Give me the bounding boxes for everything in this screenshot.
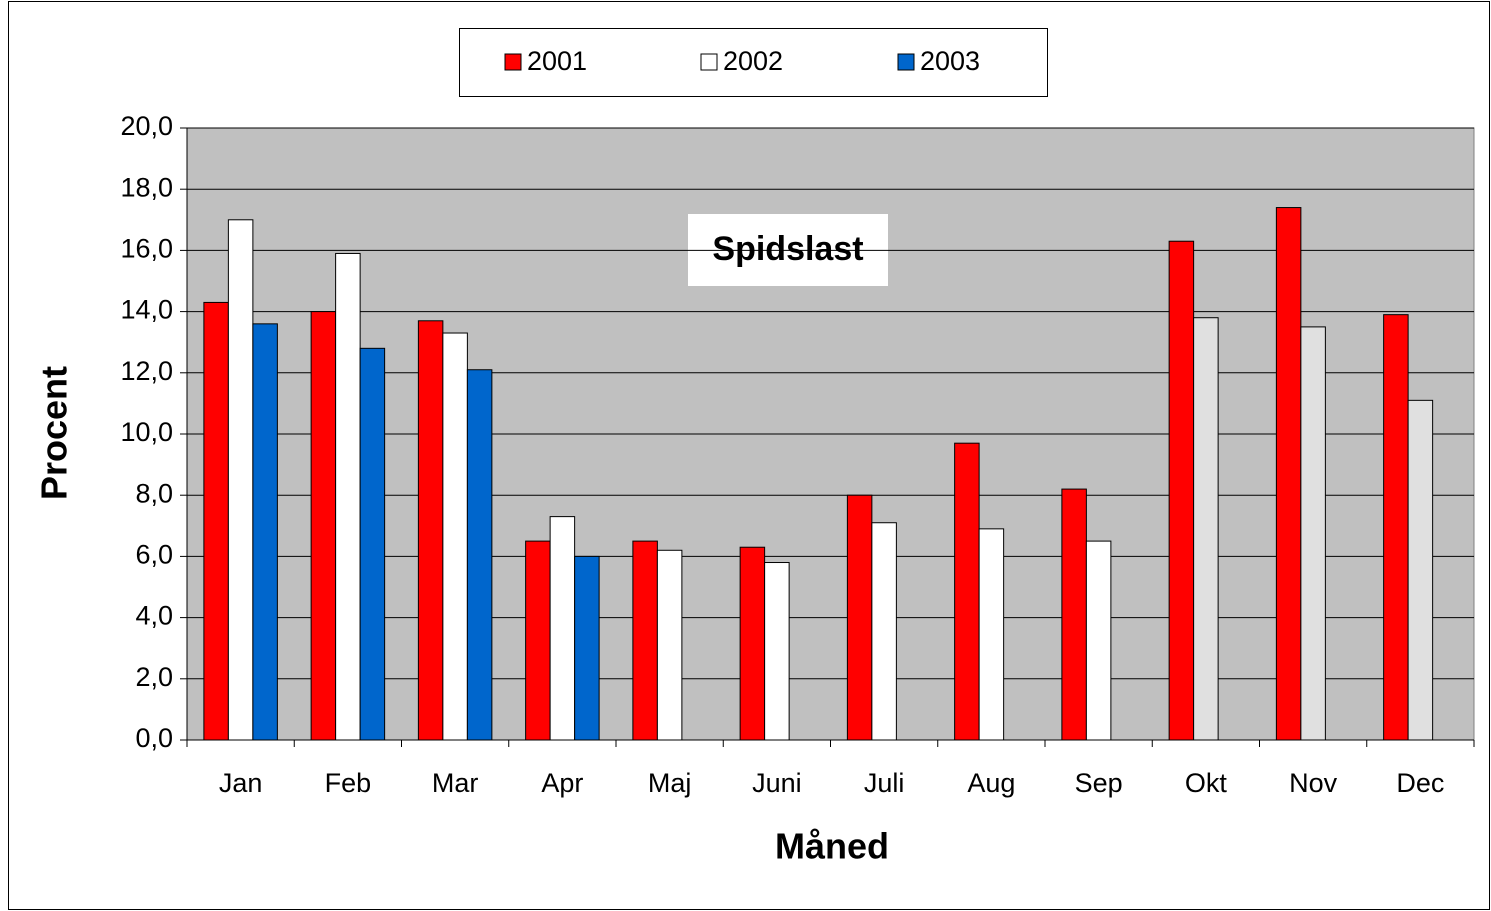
- bar: [466, 369, 493, 741]
- legend-swatch: [504, 53, 522, 71]
- bar: [442, 332, 468, 741]
- bar: [1275, 207, 1302, 741]
- bar: [1168, 240, 1195, 741]
- bar: [764, 562, 790, 741]
- bar: [1193, 317, 1219, 741]
- bar: [227, 219, 254, 741]
- bar: [525, 540, 551, 741]
- y-tick-label: 10,0: [120, 417, 173, 447]
- bar: [203, 301, 229, 741]
- legend-label: 2003: [920, 46, 980, 76]
- bar: [335, 252, 361, 741]
- bar: [574, 555, 600, 741]
- bar: [1085, 540, 1112, 741]
- y-tick-label: 4,0: [135, 601, 173, 631]
- bar: [871, 522, 897, 741]
- y-tick-label: 6,0: [135, 540, 173, 570]
- x-tick-label: Maj: [648, 768, 692, 798]
- bar: [1061, 488, 1087, 741]
- bar: [359, 347, 386, 741]
- bar: [632, 540, 658, 741]
- legend-box: [459, 28, 1048, 97]
- bar: [1383, 314, 1409, 741]
- bar: [1300, 326, 1326, 741]
- x-tick-label: Okt: [1185, 768, 1228, 798]
- y-axis-label: Procent: [34, 366, 75, 500]
- bar: [656, 549, 683, 741]
- y-tick-label: 2,0: [135, 662, 173, 692]
- bar: [954, 442, 980, 741]
- bar: [549, 516, 576, 741]
- x-tick-label: Feb: [325, 768, 372, 798]
- legend-swatch: [700, 53, 718, 71]
- x-tick-label: Sep: [1075, 768, 1123, 798]
- x-tick-label: Juni: [752, 768, 802, 798]
- x-axis-label: Måned: [775, 826, 889, 867]
- y-tick-label: 20,0: [120, 111, 173, 141]
- chart-title: Spidslast: [712, 230, 863, 268]
- x-tick-label: Apr: [541, 768, 583, 798]
- x-tick-label: Aug: [967, 768, 1015, 798]
- x-tick-label: Dec: [1396, 768, 1444, 798]
- legend-label: 2002: [723, 46, 783, 76]
- x-tick-label: Juli: [864, 768, 905, 798]
- y-tick-label: 16,0: [120, 234, 173, 264]
- x-tick-label: Jan: [219, 768, 263, 798]
- y-tick-label: 8,0: [135, 478, 173, 508]
- legend-label: 2001: [527, 46, 587, 76]
- bar: [1407, 399, 1434, 741]
- bar: [417, 320, 444, 741]
- x-tick-label: Nov: [1289, 768, 1338, 798]
- bar: [846, 494, 873, 741]
- bar: [978, 528, 1005, 741]
- y-tick-label: 18,0: [120, 172, 173, 202]
- x-tick-label: Mar: [432, 768, 479, 798]
- y-tick-label: 0,0: [135, 723, 173, 753]
- bar: [252, 323, 278, 741]
- y-tick-label: 12,0: [120, 356, 173, 386]
- y-tick-label: 14,0: [120, 295, 173, 325]
- bar: [739, 546, 766, 741]
- bar: [310, 311, 337, 741]
- legend-swatch: [897, 53, 915, 71]
